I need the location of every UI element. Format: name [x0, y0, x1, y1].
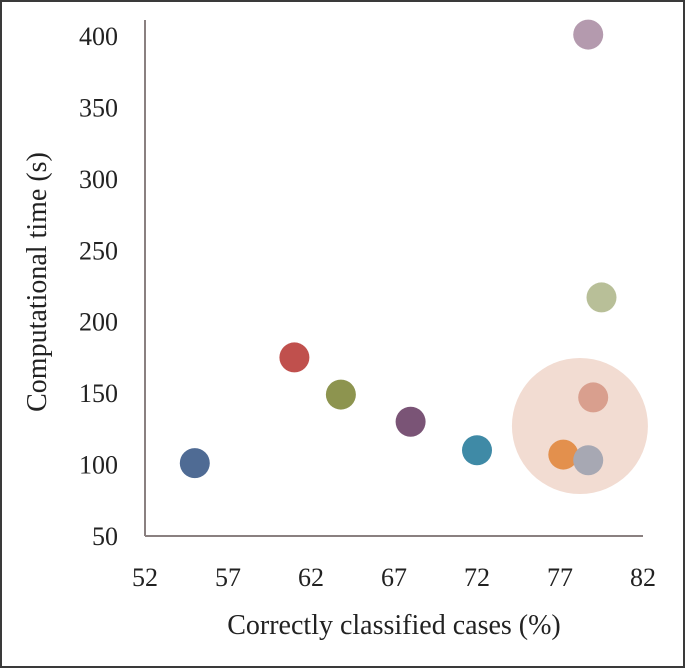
x-tick-label: 77 — [547, 563, 573, 592]
data-point-6 — [548, 439, 579, 470]
data-point-8 — [578, 382, 609, 413]
y-tick-label: 200 — [79, 308, 118, 337]
x-tick-label: 52 — [132, 563, 158, 592]
data-point-2 — [279, 342, 310, 373]
x-tick-label: 67 — [381, 563, 407, 592]
points-layer — [179, 19, 617, 479]
data-point-4 — [395, 406, 426, 437]
data-point-5 — [462, 435, 492, 466]
y-axis-title: Computational time (s) — [22, 152, 53, 412]
y-tick-label: 400 — [79, 22, 118, 51]
data-point-9 — [586, 282, 617, 313]
x-tick-label: 72 — [464, 563, 490, 592]
ticks-layer: 52 57 62 67 72 77 82 50 100 150 200 250 300 350 400 — [79, 22, 656, 592]
highlight-layer — [511, 358, 648, 494]
y-tick-label: 350 — [79, 93, 118, 122]
highlight-circle — [511, 358, 648, 494]
y-tick-label: 250 — [79, 236, 118, 265]
y-tick-label: 300 — [79, 165, 118, 194]
axes-layer — [144, 20, 643, 537]
x-tick-label: 82 — [630, 563, 656, 592]
x-tick-label: 57 — [215, 563, 241, 592]
y-tick-label: 100 — [79, 451, 118, 480]
x-axis-title: Correctly classified cases (%) — [227, 610, 561, 641]
y-tick-label: 50 — [92, 522, 118, 551]
data-point-3 — [325, 379, 356, 410]
data-point-1 — [179, 448, 210, 479]
y-tick-label: 150 — [79, 379, 118, 408]
x-tick-label: 62 — [298, 563, 324, 592]
data-point-10 — [573, 19, 604, 50]
data-point-7 — [573, 445, 604, 476]
